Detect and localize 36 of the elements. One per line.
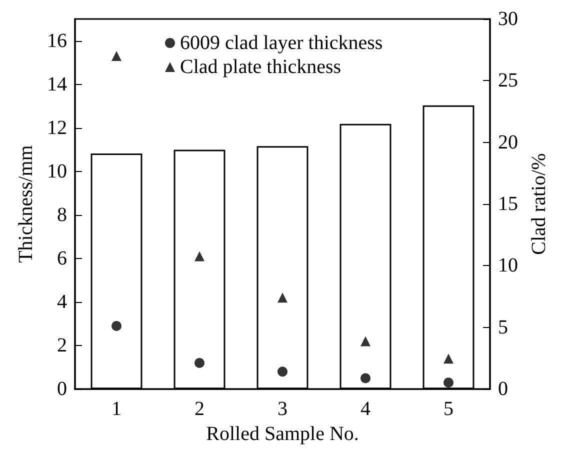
point (278, 292, 288, 303)
y2-tick-label: 10 (498, 254, 518, 277)
x-tick-label: 1 (112, 398, 122, 420)
point (112, 320, 122, 331)
y-tick-label: 2 (57, 334, 67, 357)
y2-tick-label: 25 (498, 70, 518, 92)
legend-label: 6009 clad layer thickness (180, 32, 383, 54)
x-tick-label: 2 (194, 398, 204, 420)
point (360, 336, 370, 346)
x-tick-label: 5 (444, 398, 454, 420)
point (278, 366, 288, 377)
y-tick-label: 12 (47, 116, 67, 139)
point (444, 354, 454, 364)
y-axis-title: Thickness/mm (15, 144, 38, 263)
x-tick-label: 3 (278, 398, 288, 420)
y-tick-label: 6 (57, 247, 67, 270)
y2-tick-label: 15 (498, 193, 518, 216)
x-axis-title: Rolled Sample No. (206, 423, 359, 445)
legend-label: Clad plate thickness (180, 56, 342, 78)
point (194, 358, 204, 368)
y2-tick-label: 20 (498, 131, 518, 154)
point (360, 373, 370, 384)
point (112, 51, 122, 62)
point (194, 251, 204, 262)
point (444, 378, 454, 388)
y2-tick-label: 5 (498, 316, 508, 338)
y2-tick-label: 30 (498, 8, 518, 30)
y-tick-label: 16 (47, 30, 67, 52)
y2-axis-title: Clad ratio/% (528, 153, 550, 255)
y-tick-label: 14 (47, 73, 67, 96)
y-tick-label: 4 (57, 291, 67, 314)
y-tick-label: 10 (47, 160, 67, 182)
y-tick-label: 8 (57, 204, 67, 226)
x-tick-label: 4 (360, 398, 370, 420)
y2-tick-label: 0 (498, 378, 508, 400)
y-tick-label: 0 (57, 378, 67, 400)
